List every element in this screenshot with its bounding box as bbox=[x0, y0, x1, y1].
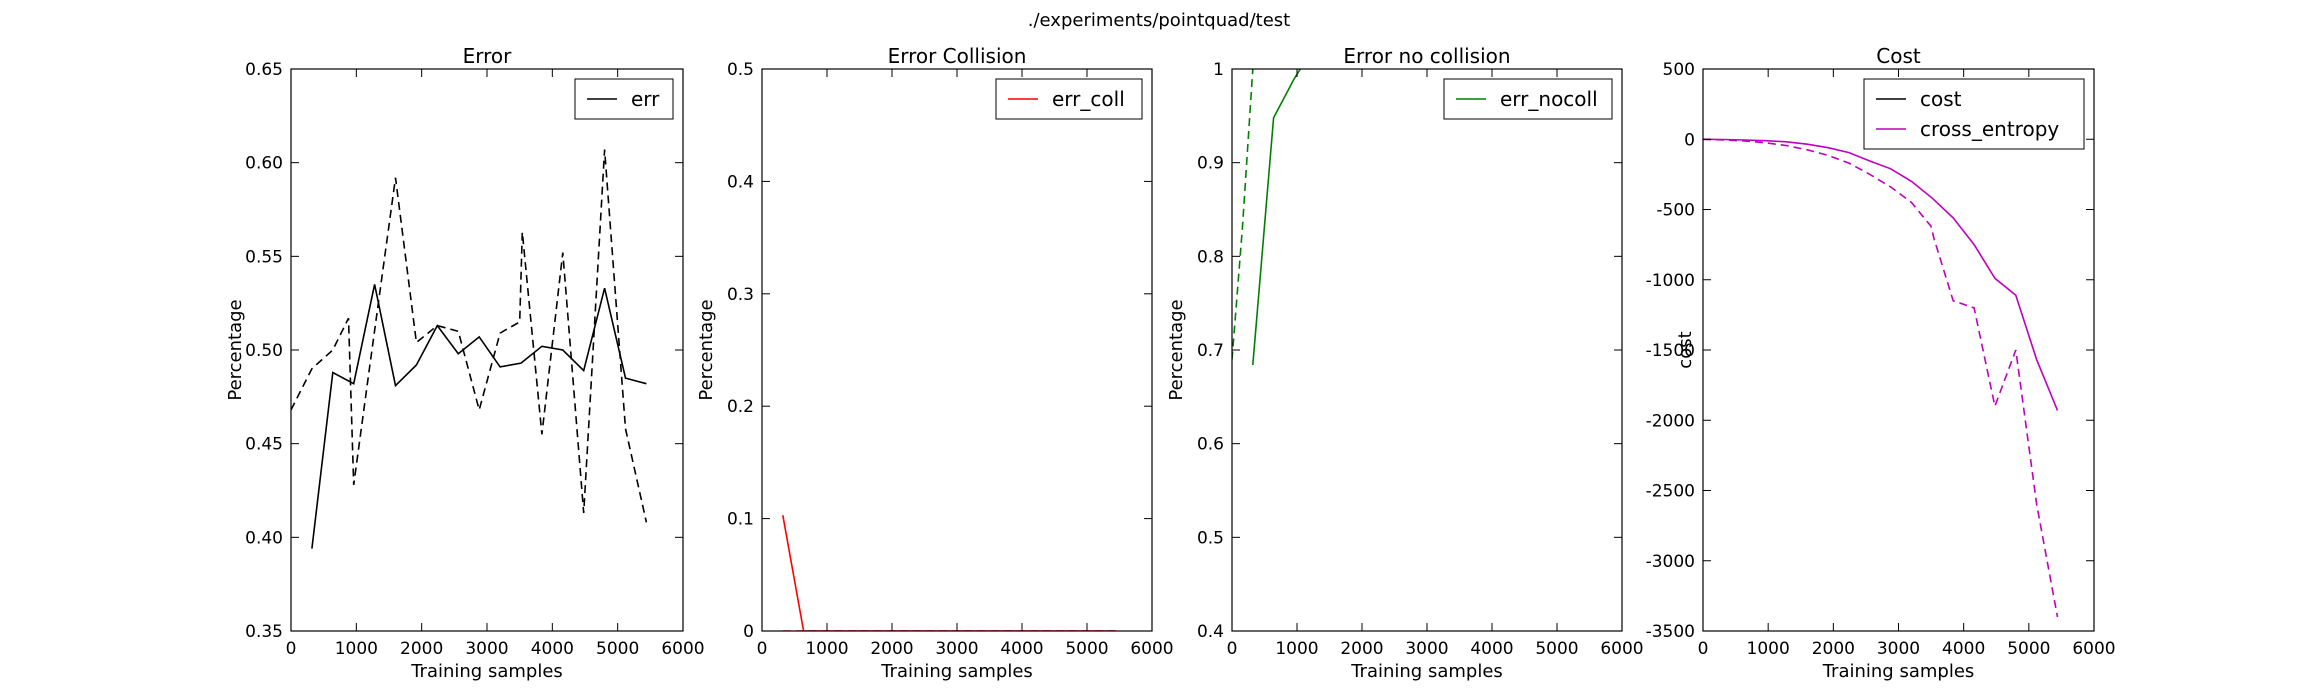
chart3-ytick-label: 0.8 bbox=[1197, 247, 1224, 267]
chart4-ytick-label: -500 bbox=[1656, 201, 1695, 221]
chart3-xtick-label: 2000 bbox=[1340, 639, 1383, 659]
chart2-legend-label-err-coll: err_coll bbox=[1052, 87, 1125, 111]
chart1-xtick-label: 4000 bbox=[531, 639, 574, 659]
chart1-plot-area bbox=[291, 69, 683, 631]
chart1-ylabel: Percentage bbox=[225, 299, 246, 400]
chart1-xtick-label: 5000 bbox=[596, 639, 639, 659]
chart3-xtick-label: 5000 bbox=[1535, 639, 1578, 659]
chart4-ytick-label: 500 bbox=[1663, 60, 1695, 80]
chart1-ytick-label: 0.40 bbox=[245, 528, 283, 548]
chart4-ytick-label: -3000 bbox=[1646, 552, 1695, 572]
chart4-ylabel: cost bbox=[1675, 331, 1696, 368]
chart4-xtick-label: 0 bbox=[1698, 639, 1709, 659]
chart4-series-dashed-2 bbox=[1703, 138, 2059, 618]
chart1-ytick-label: 0.35 bbox=[245, 622, 283, 642]
chart1-ytick-label: 0.50 bbox=[245, 341, 283, 361]
chart3-ytick-label: 0.4 bbox=[1197, 622, 1224, 642]
chart3-xtick-label: 1000 bbox=[1275, 639, 1318, 659]
chart3-plot-area bbox=[1232, 69, 1622, 631]
chart1-panel: 0 1000 2000 3000 4000 5000 6000 0.35 0.40 0.45 0.5… bbox=[225, 44, 705, 682]
chart2-xtick-label: 2000 bbox=[870, 639, 913, 659]
chart1-xlabel: Training samples bbox=[410, 661, 563, 682]
chart1-title: Error bbox=[463, 44, 513, 68]
chart3-xtick-label: 4000 bbox=[1470, 639, 1513, 659]
chart2-ytick-label: 0.3 bbox=[727, 285, 754, 305]
chart2-xtick-label: 4000 bbox=[1000, 639, 1043, 659]
chart1-xtick-label: 6000 bbox=[661, 639, 704, 659]
chart2-xtick-label: 6000 bbox=[1130, 639, 1173, 659]
chart1-xtick-label: 3000 bbox=[465, 639, 508, 659]
chart2-xtick-label: 0 bbox=[757, 639, 768, 659]
chart1-ytick-label: 0.60 bbox=[245, 154, 283, 174]
chart3-ytick-label: 0.7 bbox=[1197, 341, 1224, 361]
chart1-xtick-label: 2000 bbox=[400, 639, 443, 659]
chart2-legend: err_coll bbox=[995, 78, 1143, 120]
chart4-series-cross-entropy bbox=[1703, 138, 2059, 411]
chart1-legend-label-err: err bbox=[631, 87, 660, 111]
chart3-xlabel: Training samples bbox=[1350, 661, 1503, 682]
chart4-title: Cost bbox=[1876, 44, 1921, 68]
chart2-ytick-label: 0.1 bbox=[727, 510, 754, 530]
chart4-xtick-label: 4000 bbox=[1942, 639, 1985, 659]
chart3-ytick-label: 0.6 bbox=[1197, 435, 1224, 455]
chart3-series-dashed-1 bbox=[1232, 69, 1254, 360]
chart4-legend-label-cross-entropy: cross_entropy bbox=[1920, 117, 2059, 141]
chart2-plot-area bbox=[762, 69, 1152, 631]
chart4-panel: 0 1000 2000 3000 4000 5000 6000-3500-3000-2500… bbox=[1646, 44, 2116, 682]
chart3-xtick-label: 6000 bbox=[1600, 639, 1643, 659]
chart2-ytick-label: 0.4 bbox=[727, 172, 754, 192]
chart2-xtick-label: 1000 bbox=[805, 639, 848, 659]
chart4-xtick-label: 6000 bbox=[2072, 639, 2115, 659]
chart3-panel: 0 1000 2000 3000 4000 5000 6000 0.4 0.5 0.6 0.7 0.8… bbox=[1166, 44, 1644, 682]
chart4-ytick-label: -3500 bbox=[1646, 622, 1695, 642]
chart4-xtick-label: 5000 bbox=[2007, 639, 2050, 659]
chart3-ytick-label: 0.5 bbox=[1197, 528, 1224, 548]
chart2-title: Error Collision bbox=[888, 44, 1027, 68]
chart1-ytick-label: 0.55 bbox=[245, 247, 283, 267]
chart4-ytick-label: -1000 bbox=[1646, 271, 1695, 291]
chart1-ytick-label: 0.45 bbox=[245, 435, 283, 455]
chart4-ytick-label: -2000 bbox=[1646, 411, 1695, 431]
chart4-plot-area bbox=[1703, 69, 2094, 631]
chart2-ytick-label: 0.2 bbox=[727, 397, 754, 417]
chart1-xtick-label: 1000 bbox=[335, 639, 378, 659]
chart2-ytick-label: 0 bbox=[743, 622, 754, 642]
chart2-panel: 0 1000 2000 3000 4000 5000 6000 0 0.1 0.2 0.3 0.4 0.… bbox=[696, 44, 1174, 682]
chart4-legend-box bbox=[1863, 78, 2085, 150]
chart1-legend: err bbox=[574, 78, 674, 120]
chart4-xtick-label: 2000 bbox=[1812, 639, 1855, 659]
figure-suptitle: ./experiments/pointquad/test bbox=[1027, 10, 1291, 31]
chart4-xtick-label: 3000 bbox=[1877, 639, 1920, 659]
chart3-xtick-label: 0 bbox=[1227, 639, 1238, 659]
chart1-series-dashed-1 bbox=[291, 149, 648, 523]
chart4-xlabel: Training samples bbox=[1822, 661, 1975, 682]
chart2-xtick-label: 5000 bbox=[1065, 639, 1108, 659]
chart1-ytick-label: 0.65 bbox=[245, 60, 283, 80]
chart3-ytick-label: 1 bbox=[1213, 60, 1224, 80]
chart4-ytick-label: -2500 bbox=[1646, 482, 1695, 502]
chart4-legend-label-cost: cost bbox=[1920, 87, 1962, 111]
chart2-xtick-label: 3000 bbox=[935, 639, 978, 659]
chart4-ytick-label: -1500 bbox=[1646, 341, 1695, 361]
chart3-ytick-label: 0.9 bbox=[1197, 154, 1224, 174]
chart4-xtick-label: 1000 bbox=[1747, 639, 1790, 659]
chart4-ytick-label: 0 bbox=[1684, 130, 1695, 150]
chart3-ylabel: Percentage bbox=[1166, 299, 1187, 400]
chart3-xtick-label: 3000 bbox=[1405, 639, 1448, 659]
chart2-ylabel: Percentage bbox=[696, 299, 717, 400]
chart3-title: Error no collision bbox=[1343, 44, 1510, 68]
chart1-series-err bbox=[311, 284, 647, 549]
chart4-legend: cost cross_entropy bbox=[1863, 78, 2085, 150]
chart3-legend-label-err-nocoll: err_nocoll bbox=[1500, 87, 1598, 111]
chart2-ytick-label: 0.5 bbox=[727, 60, 754, 80]
chart1-xtick-label: 0 bbox=[286, 639, 297, 659]
chart3-legend: err_nocoll bbox=[1443, 78, 1613, 120]
chart2-xlabel: Training samples bbox=[880, 661, 1033, 682]
